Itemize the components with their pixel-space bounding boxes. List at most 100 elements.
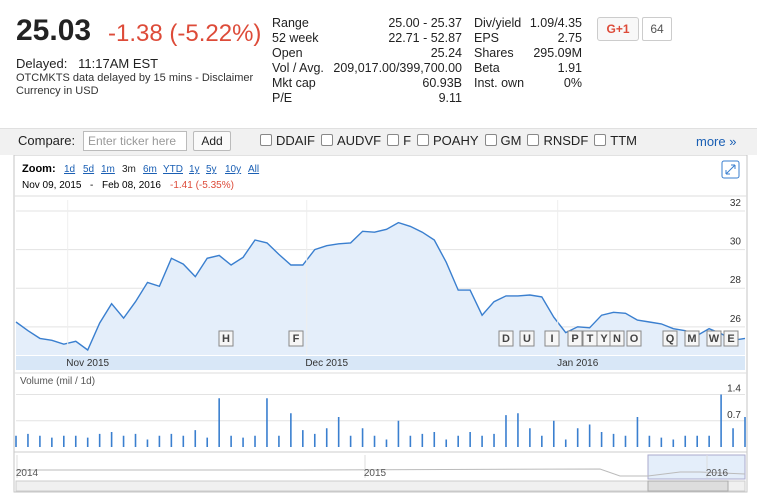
delayed-label: Delayed:	[16, 56, 68, 71]
ticker: F	[403, 133, 412, 148]
zoom-option[interactable]: 5d	[83, 164, 94, 175]
stat-value: 1.09/4.35	[529, 16, 582, 30]
stat-value: 295.09M	[533, 46, 582, 60]
ticker-option[interactable]: POAHY	[417, 133, 479, 148]
overview-label: 2014	[16, 468, 39, 479]
news-flag-label: T	[587, 333, 594, 345]
news-flag-label: P	[571, 333, 578, 345]
ticker-input[interactable]: Enter ticker here	[83, 131, 187, 151]
scrollbar[interactable]	[15, 480, 746, 492]
x-tick-label: Jan 2016	[557, 358, 599, 369]
volume-bar	[732, 428, 734, 447]
volume-bar	[720, 394, 722, 447]
ticker-option[interactable]: F	[387, 133, 411, 148]
news-flag-label: I	[550, 333, 553, 345]
news-flag[interactable]	[218, 330, 234, 347]
stat-value: 209,017.00/399,700.00	[333, 61, 462, 75]
checkbox[interactable]	[321, 134, 333, 146]
zoom-option[interactable]: 1d	[64, 164, 75, 175]
stat-label: Vol / Avg.	[272, 61, 324, 75]
ticker-option[interactable]: DDAIF	[260, 133, 315, 148]
news-flag[interactable]	[498, 330, 514, 347]
volume-bar	[481, 435, 483, 447]
volume-bar	[744, 417, 746, 447]
news-flag-label: H	[222, 333, 230, 345]
checkbox[interactable]	[417, 134, 430, 146]
checkbox[interactable]	[527, 134, 540, 146]
volume-bar	[146, 439, 149, 447]
volume-bar	[552, 420, 555, 447]
stat-label: P/E	[272, 91, 293, 105]
volume-bar	[206, 437, 209, 447]
volume-bar	[648, 435, 651, 447]
news-flag[interactable]	[544, 330, 560, 347]
range-sep: -	[90, 180, 93, 191]
disclaimer[interactable]: OTCMKTS data delayed by 15 mins - Discla…	[16, 72, 254, 84]
price-change: -1.38 (-5.22%)	[108, 20, 262, 47]
checkbox[interactable]	[484, 134, 497, 146]
stat-value: 2.75	[557, 31, 582, 45]
volume-bar	[493, 433, 495, 447]
volume-bar	[564, 439, 567, 447]
zoom-option[interactable]: YTD	[163, 164, 183, 175]
overview-label: 2016	[706, 468, 729, 479]
news-flag[interactable]	[684, 330, 700, 347]
news-flag[interactable]	[567, 330, 583, 347]
y-tick-label: 28	[730, 275, 742, 286]
volume-bar	[98, 433, 101, 447]
volume-bar	[684, 435, 687, 447]
stat-label: Range	[272, 16, 309, 30]
volume-bar	[230, 435, 232, 447]
volume-bar	[612, 433, 615, 447]
volume-bar	[624, 435, 627, 447]
zoom-option[interactable]: 6m	[143, 164, 157, 175]
news-flag[interactable]	[288, 330, 304, 347]
volume-bar	[600, 432, 603, 447]
volume-bar	[517, 413, 519, 447]
ticker-option[interactable]: AUDVF	[321, 133, 381, 148]
stat-value: 0%	[563, 76, 582, 90]
y-tick-label: 1.4	[727, 384, 741, 395]
range-start: Nov 09, 2015	[22, 180, 82, 191]
volume-bar	[433, 432, 436, 447]
ticker: AUDVF	[337, 133, 382, 148]
checkbox[interactable]	[594, 134, 607, 146]
ticker-option[interactable]: GM	[484, 133, 521, 148]
gplus-count: 64	[642, 17, 672, 41]
news-flag[interactable]	[723, 330, 739, 347]
volume-bar	[182, 435, 185, 447]
news-flag[interactable]	[519, 330, 535, 347]
ticker-option[interactable]: RNSDF	[527, 133, 588, 148]
overview-selection	[647, 454, 746, 480]
ticker-option[interactable]: TTM	[594, 133, 637, 148]
scroll-thumb[interactable]	[647, 480, 729, 492]
stat-value: 1.91	[557, 61, 582, 75]
zoom-option[interactable]: 1y	[189, 164, 200, 175]
delayed-time: 11:17AM EST	[78, 56, 159, 71]
news-flag[interactable]	[706, 330, 722, 347]
y-tick-label: 26	[730, 314, 742, 325]
zoom-option[interactable]: All	[248, 164, 259, 175]
news-flag[interactable]	[662, 330, 678, 347]
news-flag[interactable]	[609, 330, 625, 347]
news-flag-label: D	[502, 333, 510, 345]
volume-bar	[313, 433, 316, 447]
expand-icon	[725, 164, 736, 175]
gplus-button[interactable]: G+1	[597, 17, 639, 41]
ticker: DDAIF	[276, 133, 315, 148]
add-button[interactable]: Add	[193, 131, 231, 151]
news-flag[interactable]	[626, 330, 642, 347]
volume-bar	[122, 435, 125, 447]
volume-bar	[696, 435, 698, 447]
zoom-option[interactable]: 10y	[225, 164, 241, 175]
zoom-option[interactable]: 1m	[101, 164, 115, 175]
checkbox[interactable]	[260, 134, 272, 146]
stat-label: Open	[272, 46, 303, 60]
checkbox[interactable]	[387, 134, 400, 146]
volume-bar	[541, 435, 543, 447]
zoom-option[interactable]: 5y	[206, 164, 217, 175]
more-link[interactable]: more »	[696, 134, 737, 149]
volume-bar	[134, 433, 137, 447]
